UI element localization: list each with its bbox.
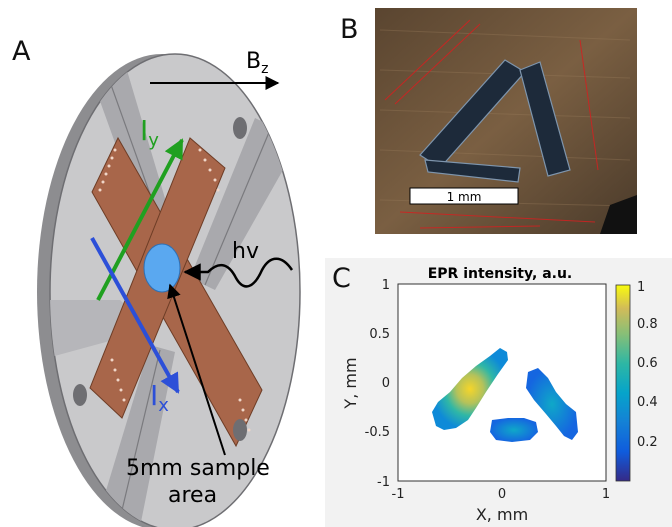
x-ticks: -1 0 1	[392, 487, 611, 502]
scale-bar	[409, 187, 519, 205]
y-axis-label: Y, mm	[341, 357, 360, 409]
panel-a-letter: A	[12, 36, 31, 67]
hv-label: hv	[232, 239, 259, 264]
sample-label-line1: 5mm sample	[126, 456, 270, 481]
colorbar-tick-label: 0.8	[637, 317, 658, 332]
y-tick-label: -1	[377, 475, 390, 490]
colorbar	[615, 284, 631, 482]
colorbar-tick-label: 0.4	[637, 395, 658, 410]
panel-c: C EPR intensity, a.u. -1 0 1 1 0.5 0 -0.…	[325, 258, 672, 527]
screw-hole	[233, 117, 247, 139]
crystal-2	[519, 61, 571, 177]
y-tick-label: 0	[382, 376, 390, 391]
plot-area	[397, 283, 607, 482]
screw-hole	[73, 384, 87, 406]
ix-label: Ix	[150, 379, 169, 416]
colorbar-tick-label: 1	[637, 280, 645, 295]
panel-b: 1 mm B	[340, 8, 637, 234]
red-annotations	[384, 19, 599, 229]
y-tick-label: -0.5	[365, 425, 390, 440]
panel-b-letter: B	[340, 14, 359, 45]
sample-label-line2: area	[168, 483, 217, 508]
photo-corner	[600, 195, 637, 234]
panel-a: Iy Ix Bz hv 5mm sample area A	[12, 36, 301, 527]
x-axis-label: X, mm	[476, 505, 528, 524]
iy-label: Iy	[140, 114, 159, 151]
heat-regions	[432, 348, 578, 442]
crystal-3	[424, 159, 521, 183]
ix-arrow	[90, 237, 180, 394]
sample-pointer	[167, 283, 226, 456]
sample-area	[143, 243, 181, 293]
x-tick-label: 1	[602, 487, 610, 502]
scale-label: 1 mm	[447, 190, 482, 204]
colorbar-tick-label: 0.6	[637, 356, 658, 371]
x-tick-label: -1	[392, 487, 405, 502]
y-ticks: 1 0.5 0 -0.5 -1	[365, 278, 390, 490]
y-tick-label: 1	[382, 278, 390, 293]
colorbar-tick-label: 0.2	[637, 435, 658, 450]
heat-region-1	[432, 348, 508, 430]
slot-bottom	[95, 345, 175, 527]
bz-label: Bz	[246, 49, 268, 77]
y-tick-label: 0.5	[369, 327, 390, 342]
x-tick-label: 0	[498, 487, 506, 502]
heat-region-2	[526, 368, 578, 440]
light-arrow	[183, 257, 294, 288]
groove-line	[117, 349, 161, 527]
panel-c-letter: C	[332, 263, 351, 294]
contact-dots	[98, 148, 251, 432]
heat-region-3	[490, 418, 538, 442]
groove-line	[204, 129, 271, 286]
screw-hole	[233, 419, 247, 441]
slot-right	[190, 118, 300, 290]
colorbar-ticks: 1 0.8 0.6 0.4 0.2	[637, 280, 658, 450]
chart-title: EPR intensity, a.u.	[428, 266, 573, 282]
